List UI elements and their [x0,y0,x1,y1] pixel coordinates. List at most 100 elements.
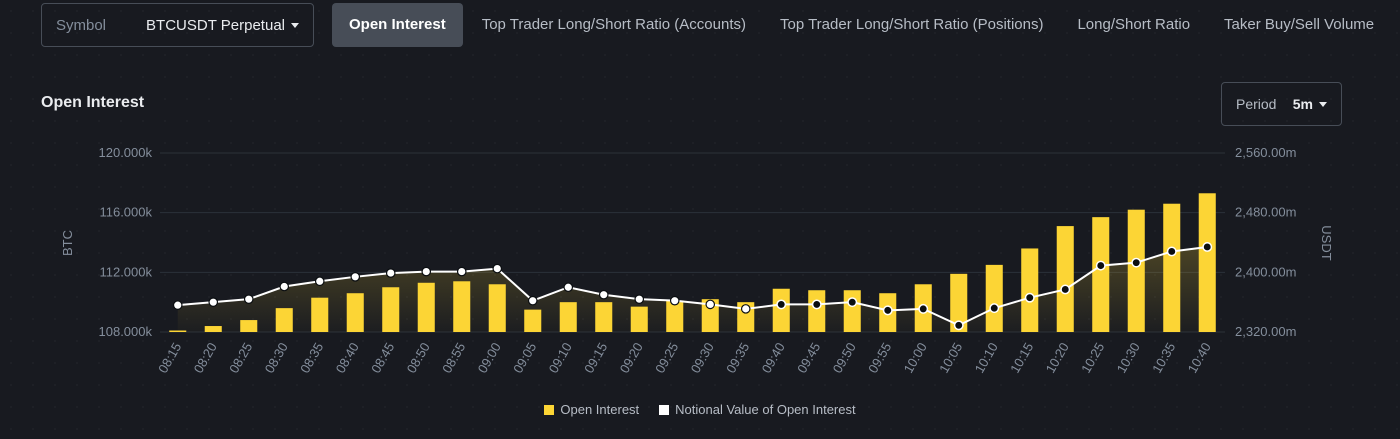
x-tick-label: 09:20 [617,340,646,376]
x-tick-label: 09:25 [652,340,681,376]
x-tick-label: 09:30 [688,340,717,376]
legend-item-open-interest[interactable]: Open Interest [544,402,639,417]
bar-open-interest [488,284,506,332]
bar-open-interest [346,293,364,332]
x-tick-label: 10:30 [1114,340,1143,376]
line-point [740,304,751,314]
line-point [847,297,858,308]
bar-open-interest [985,264,1003,332]
tab-top-trader-accounts[interactable]: Top Trader Long/Short Ratio (Accounts) [481,16,746,33]
line-point [385,268,396,278]
notional-line [177,245,1208,327]
x-tick-label: 09:15 [581,340,610,376]
bar-open-interest [772,288,790,332]
x-tick-label: 08:20 [191,340,220,376]
x-tick-label: 09:40 [759,340,788,376]
y-tick-label-right: 2,400.00m [1235,264,1296,279]
x-tick-label: 08:45 [368,340,397,376]
x-tick-label: 09:55 [865,340,894,376]
period-select[interactable]: Period 5m [1221,82,1342,126]
line-point [279,281,290,292]
y-tick-label-left: 108.000k [99,324,153,339]
y-tick-label-right: 2,560.00m [1235,145,1296,160]
bar-open-interest [275,308,293,332]
line-point [882,305,893,316]
x-tick-label: 08:55 [439,340,468,376]
bar-open-interest [1163,203,1181,332]
line-point [1202,242,1213,252]
legend-item-notional-value[interactable]: Notional Value of Open Interest [659,402,856,417]
bar-open-interest [1198,193,1216,332]
y-tick-label-left: 112.000k [99,264,152,279]
line-point [811,299,822,310]
line-point [705,299,716,310]
bar-open-interest [382,287,400,332]
y-tick-label-right: 2,480.00m [1235,205,1296,220]
x-tick-label: 09:50 [830,340,859,376]
line-point [776,299,787,310]
line-point [1095,260,1106,271]
x-tick-label: 09:05 [510,340,539,376]
tab-top-trader-positions[interactable]: Top Trader Long/Short Ratio (Positions) [780,16,1044,33]
line-point [1024,292,1035,303]
line-point [1131,257,1142,268]
bar-open-interest [843,290,861,332]
line-point [527,295,538,306]
line-point [1060,284,1071,295]
bar-open-interest [1127,209,1145,332]
chart-legend: Open Interest Notional Value of Open Int… [0,402,1400,417]
symbol-select[interactable]: Symbol BTCUSDT Perpetual [41,3,314,47]
bar-open-interest [595,302,613,332]
legend-swatch-bar [544,404,555,415]
line-point [243,294,254,304]
period-label: Period [1236,96,1277,112]
x-tick-label: 08:50 [404,340,433,376]
bar-open-interest [559,302,577,332]
y-axis-title-left: BTC [60,230,75,256]
y-tick-label-left: 120.000k [99,145,153,160]
x-tick-label: 09:10 [546,340,575,376]
tab-long-short-ratio[interactable]: Long/Short Ratio [1077,16,1191,33]
x-tick-label: 09:00 [475,340,504,376]
x-tick-label: 10:40 [1185,340,1214,376]
chevron-down-icon [291,22,299,28]
y-tick-label-right: 2,320.00m [1235,324,1296,339]
x-tick-label: 10:35 [1149,340,1178,376]
symbol-label: Symbol [56,16,107,34]
bar-open-interest [169,330,187,332]
line-point [492,263,503,274]
bar-open-interest [666,300,684,332]
legend-swatch-line [659,404,670,415]
bar-open-interest [1056,226,1074,332]
line-point [172,300,183,310]
bar-open-interest [240,320,258,332]
y-axis-title-right: USDT [1319,225,1334,260]
notional-area [177,246,1208,332]
line-point [918,303,929,314]
line-point [989,303,1000,314]
line-point [953,320,964,331]
line-point [456,266,467,277]
x-tick-label: 08:40 [333,340,362,376]
x-tick-label: 08:15 [155,340,184,376]
bar-open-interest [524,309,542,332]
line-point [598,289,609,300]
x-tick-label: 08:35 [297,340,326,376]
legend-label-open-interest: Open Interest [560,402,640,417]
x-tick-label: 10:05 [936,340,965,376]
tab-bar: Open Interest Top Trader Long/Short Rati… [332,3,1391,47]
tab-open-interest[interactable]: Open Interest [332,3,463,47]
line-point [1166,246,1177,257]
x-tick-label: 08:25 [226,340,255,376]
x-tick-label: 09:35 [723,340,752,376]
bar-open-interest [630,306,648,332]
line-point [350,272,361,282]
chevron-down-icon [1319,101,1327,107]
line-point [669,295,680,306]
x-tick-label: 10:10 [972,340,1001,376]
line-point [208,297,219,307]
bar-open-interest [808,290,826,332]
y-tick-label-left: 116.000k [99,205,152,220]
tab-taker-buy-sell[interactable]: Taker Buy/Sell Volume [1224,16,1375,33]
